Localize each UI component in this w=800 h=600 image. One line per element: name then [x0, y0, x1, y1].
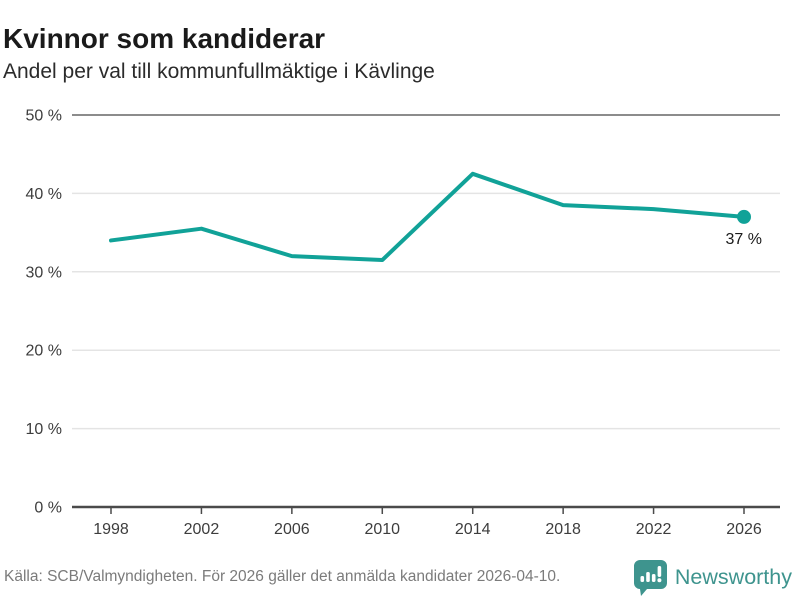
chart-footer: Källa: SCB/Valmyndigheten. För 2026 gäll…: [4, 557, 792, 597]
x-tick-label: 2002: [184, 521, 220, 538]
data-line: [109, 171, 746, 263]
end-point-label: 37 %: [726, 231, 762, 248]
y-tick-label: 50 %: [26, 108, 62, 125]
brand-name: Newsworthy: [674, 564, 792, 589]
y-tick-label: 20 %: [26, 343, 62, 360]
source-note: Källa: SCB/Valmyndigheten. För 2026 gäll…: [4, 568, 561, 585]
y-tick-label: 0 %: [34, 500, 62, 517]
chart-subtitle: Andel per val till kommunfullmäktige i K…: [3, 60, 435, 83]
brand-logo: Newsworthy: [633, 559, 792, 596]
newsworthy-icon: [633, 559, 667, 596]
x-tick-label: 1998: [93, 521, 129, 538]
y-tick-label: 10 %: [26, 421, 62, 438]
y-tick-label: 40 %: [26, 186, 62, 203]
chart-title: Kvinnor som kandiderar: [3, 22, 326, 54]
x-tick-label: 2026: [726, 521, 762, 538]
y-tick-label: 30 %: [26, 264, 62, 281]
end-point-dot: [737, 209, 751, 224]
x-tick-label: 2010: [364, 521, 400, 538]
x-tick-label: 2014: [455, 521, 491, 538]
x-tick-label: 2018: [545, 521, 581, 538]
x-tick-label: 2022: [636, 521, 672, 538]
x-tick-label: 2006: [274, 521, 310, 538]
line-chart: 0 % 10 % 20 % 30 % 40 % 50 % 1998 2002 2006 2010 2…: [26, 108, 780, 538]
